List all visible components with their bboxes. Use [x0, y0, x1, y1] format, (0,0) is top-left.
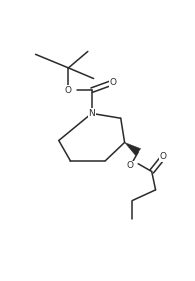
- Text: O: O: [160, 153, 167, 162]
- Text: O: O: [109, 78, 116, 87]
- Text: O: O: [127, 161, 134, 170]
- Text: N: N: [88, 109, 95, 118]
- Polygon shape: [125, 142, 141, 156]
- Text: O: O: [65, 86, 72, 95]
